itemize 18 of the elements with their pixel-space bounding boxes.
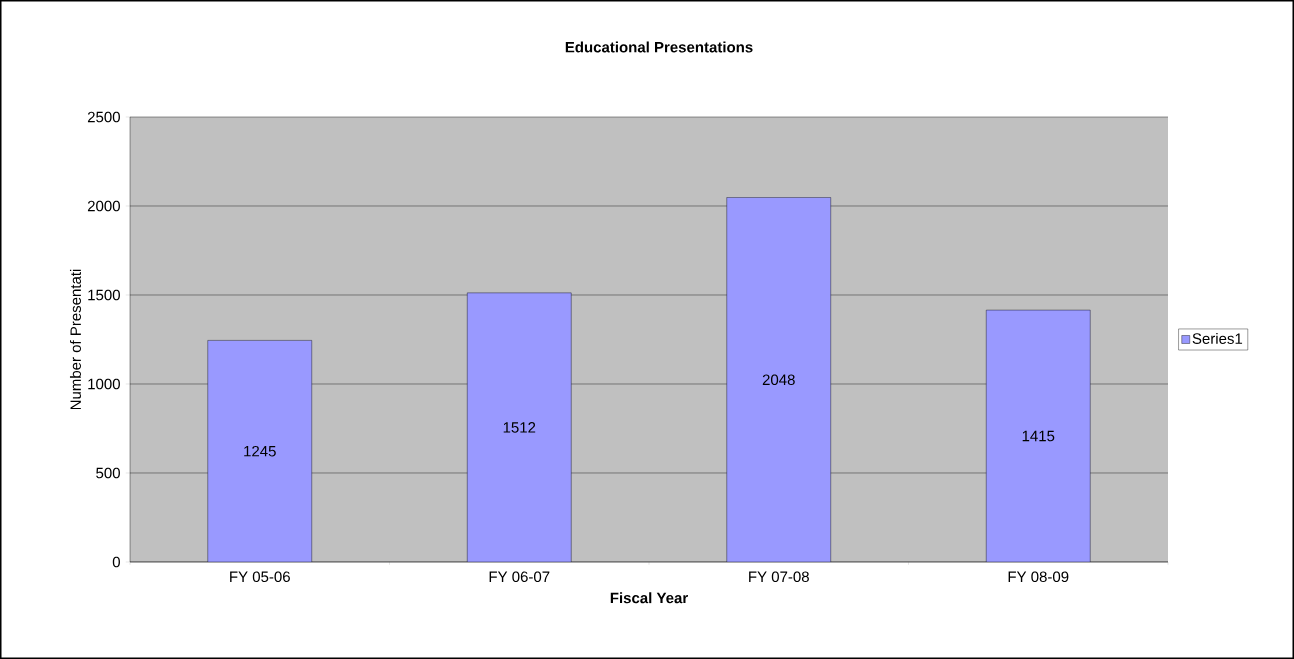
x-tick-label: FY 07-08 (749, 571, 809, 583)
data-label: 2048 (762, 374, 795, 386)
y-tick-label: 1000 (88, 378, 120, 390)
y-tick-label: 1500 (88, 289, 120, 301)
x-axis-title: Fiscal Year (610, 592, 688, 604)
y-tick-label: 2500 (87, 111, 120, 123)
legend-label: Series1 (1192, 332, 1243, 344)
y-tick-label: 500 (96, 467, 120, 479)
data-label: 1512 (503, 422, 536, 433)
y-tick-label: 0 (112, 556, 120, 568)
x-tick-label: FY 05-06 (230, 571, 290, 583)
x-tick-label: FY 06-07 (489, 571, 550, 583)
x-tick-label: FY 08-09 (1008, 571, 1069, 583)
data-label: 1245 (244, 445, 276, 457)
y-axis-title: Number of Presentati (69, 269, 81, 410)
y-tick-label: 2000 (87, 200, 120, 212)
data-label: 1415 (1022, 430, 1055, 442)
chart-title: Educational Presentations (565, 41, 753, 53)
